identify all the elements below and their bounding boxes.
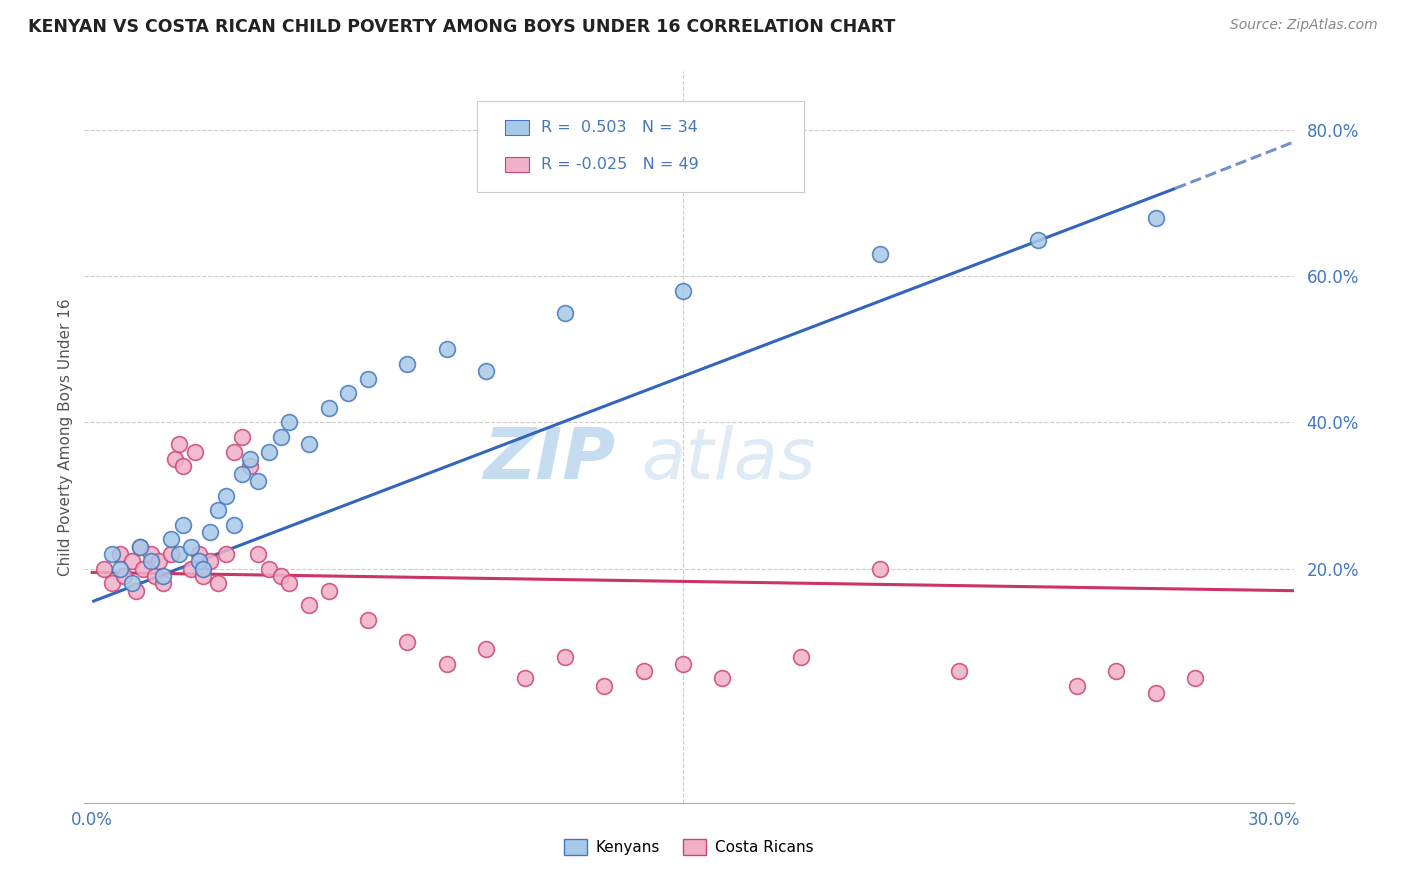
Point (163, 452, 186, 467)
Point (231, 467, 253, 481)
Point (1144, 211, 1167, 225)
Text: R =  0.503   N = 34: R = 0.503 N = 34 (541, 120, 699, 136)
Point (160, 533, 183, 547)
Point (1144, 686, 1167, 700)
FancyBboxPatch shape (478, 101, 804, 192)
Point (191, 562, 214, 576)
Point (270, 569, 292, 583)
Point (167, 547, 190, 561)
Point (246, 474, 269, 488)
Point (231, 430, 253, 444)
Point (101, 576, 124, 591)
Point (278, 576, 301, 591)
Point (948, 664, 970, 678)
FancyBboxPatch shape (505, 120, 529, 135)
Point (128, 540, 150, 554)
Point (239, 459, 262, 474)
Point (108, 547, 131, 561)
Point (112, 569, 135, 583)
Point (1026, 233, 1049, 247)
Point (124, 583, 146, 598)
Point (318, 401, 340, 415)
Point (121, 576, 143, 591)
Text: Source: ZipAtlas.com: Source: ZipAtlas.com (1230, 18, 1378, 32)
Point (167, 437, 190, 451)
Point (259, 444, 281, 458)
Point (593, 679, 616, 693)
Y-axis label: Child Poverty Among Boys Under 16: Child Poverty Among Boys Under 16 (58, 298, 73, 576)
Point (200, 525, 222, 540)
Point (132, 562, 155, 576)
Point (141, 547, 163, 561)
FancyBboxPatch shape (505, 157, 529, 171)
Point (215, 547, 238, 561)
Point (143, 569, 166, 583)
Point (259, 562, 281, 576)
Point (1105, 664, 1128, 678)
Point (436, 343, 458, 357)
Point (278, 416, 301, 430)
Point (222, 517, 245, 532)
Point (1066, 679, 1088, 693)
Legend: Kenyans, Costa Ricans: Kenyans, Costa Ricans (558, 833, 820, 861)
Point (152, 576, 174, 591)
Point (475, 364, 498, 378)
Text: ZIP: ZIP (484, 425, 616, 493)
Point (187, 554, 209, 568)
Point (1184, 672, 1206, 686)
Point (148, 554, 170, 568)
Point (93, 562, 115, 576)
Point (554, 649, 576, 664)
Point (207, 576, 229, 591)
Text: atlas: atlas (641, 425, 815, 493)
Point (298, 437, 321, 451)
Point (183, 444, 205, 458)
Point (672, 284, 695, 298)
Point (121, 554, 143, 568)
Point (396, 357, 419, 371)
Point (200, 554, 222, 568)
Point (101, 547, 124, 561)
Point (128, 540, 150, 554)
Point (172, 459, 194, 474)
Point (790, 649, 813, 664)
Point (152, 569, 174, 583)
Point (475, 642, 498, 657)
Point (239, 452, 262, 467)
Text: KENYAN VS COSTA RICAN CHILD POVERTY AMONG BOYS UNDER 16 CORRELATION CHART: KENYAN VS COSTA RICAN CHILD POVERTY AMON… (28, 18, 896, 36)
Point (672, 657, 695, 671)
Point (108, 562, 131, 576)
Point (141, 554, 163, 568)
Point (172, 517, 194, 532)
Point (187, 547, 209, 561)
Point (554, 306, 576, 320)
Text: R = -0.025   N = 49: R = -0.025 N = 49 (541, 157, 699, 172)
Point (357, 613, 380, 627)
Point (711, 672, 734, 686)
Point (436, 657, 458, 671)
Point (396, 635, 419, 649)
Point (180, 540, 202, 554)
Point (318, 583, 340, 598)
Point (222, 444, 245, 458)
Point (337, 386, 360, 401)
Point (191, 569, 214, 583)
Point (160, 547, 183, 561)
Point (357, 371, 380, 385)
Point (270, 430, 292, 444)
Point (207, 503, 229, 517)
Point (246, 547, 269, 561)
Point (869, 562, 891, 576)
Point (180, 562, 202, 576)
Point (633, 664, 655, 678)
Point (215, 489, 238, 503)
Point (869, 247, 891, 261)
Point (298, 599, 321, 613)
Point (515, 672, 537, 686)
